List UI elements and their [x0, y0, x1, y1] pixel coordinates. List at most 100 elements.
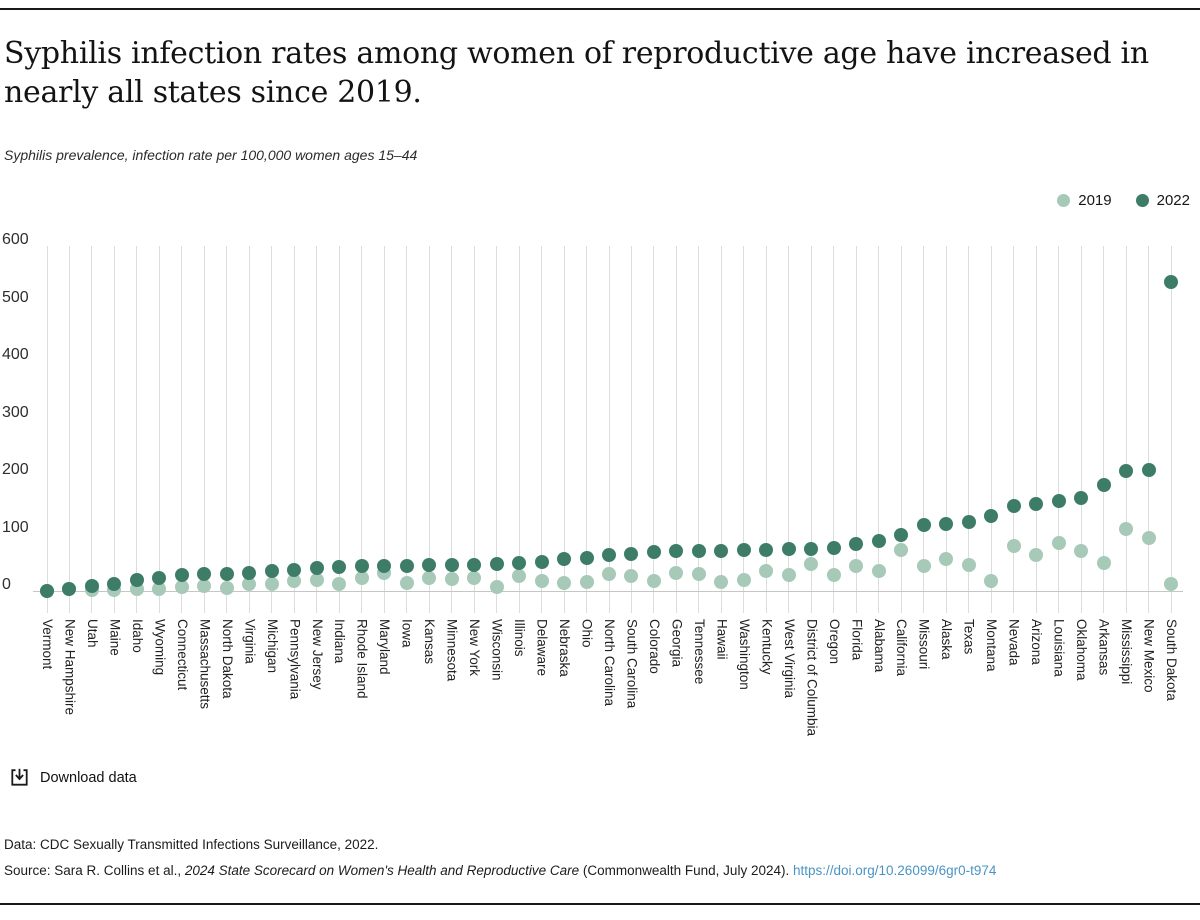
dot-2019-massachusetts — [197, 578, 212, 593]
dot-2019-rhode-island — [354, 570, 369, 585]
dot-2019-district-of-columbia — [804, 556, 819, 571]
dot-2022-colorado — [646, 545, 661, 560]
x-axis-label-missouri: Missouri — [916, 619, 932, 670]
dot-2022-north-carolina — [602, 548, 616, 563]
dot-2019-oklahoma — [1074, 543, 1089, 558]
gridline-montana — [990, 246, 992, 613]
dot-2019-wyoming — [152, 582, 167, 597]
dot-2019-california — [894, 542, 909, 557]
legend-label-2022: 2022 — [1156, 192, 1190, 209]
dot-2019-georgia — [669, 566, 684, 581]
source-note: Source: Sara R. Collins et al., 2024 Sta… — [4, 863, 996, 878]
dot-2022-new-mexico — [1141, 463, 1156, 478]
source-suffix: (Commonwealth Fund, July 2024). — [579, 863, 793, 878]
dot-2022-new-jersey — [309, 561, 324, 575]
download-data-button[interactable]: Download data — [8, 764, 139, 791]
gridline-iowa — [406, 246, 408, 613]
gridline-district-of-columbia — [810, 246, 812, 613]
title-line-2: nearly all states since 2019. — [4, 75, 422, 110]
dot-2019-louisiana — [1051, 536, 1066, 551]
legend: 2019 2022 — [1057, 192, 1190, 209]
dot-2019-minnesota — [444, 571, 459, 586]
x-axis-label-tennessee: Tennessee — [691, 619, 707, 685]
dot-2022-michigan — [264, 563, 279, 578]
dot-2022-arkansas — [1096, 477, 1111, 492]
dot-2022-california — [894, 527, 909, 542]
gridline-new-jersey — [316, 246, 318, 613]
dot-2022-tennessee — [691, 543, 706, 558]
legend-item-2022: 2022 — [1135, 192, 1190, 209]
gridline-oregon — [833, 246, 835, 613]
dot-2022-illinois — [512, 556, 527, 571]
gridline-wisconsin — [496, 246, 498, 613]
legend-item-2019: 2019 — [1057, 192, 1112, 209]
dot-2019-new-mexico — [1141, 531, 1156, 546]
x-axis-label-texas: Texas — [961, 619, 977, 655]
dot-2019-arkansas — [1096, 555, 1111, 570]
x-axis-label-district-of-columbia: District of Columbia — [804, 619, 820, 737]
top-rule — [0, 8, 1200, 10]
dot-2022-maine — [107, 576, 122, 591]
dot-2022-west-virginia — [781, 542, 796, 557]
x-axis-label-pennsylvania: Pennsylvania — [287, 619, 303, 700]
gridline-north-dakota — [226, 246, 228, 613]
gridline-texas — [968, 246, 970, 613]
dot-2022-arizona — [1029, 497, 1044, 512]
dot-2019-montana — [984, 574, 999, 589]
dot-2019-wisconsin — [489, 579, 504, 594]
dot-2022-district-of-columbia — [804, 542, 819, 557]
dot-2019-tennessee — [691, 567, 706, 582]
gridline-mississippi — [1125, 246, 1127, 613]
dot-2022-wisconsin — [489, 556, 504, 571]
dot-2022-minnesota — [444, 557, 459, 572]
gridline-colorado — [653, 246, 655, 613]
gridline-new-hampshire — [68, 246, 70, 613]
dot-2019-west-virginia — [781, 567, 796, 582]
y-axis-tick-400: 400 — [2, 346, 29, 363]
y-axis-tick-200: 200 — [2, 461, 29, 478]
dot-2022-iowa — [399, 558, 414, 573]
x-axis-label-mississippi: Mississippi — [1119, 619, 1135, 685]
download-label: Download data — [40, 769, 137, 786]
x-axis-label-utah: Utah — [84, 619, 100, 648]
x-axis-label-alabama: Alabama — [871, 619, 887, 673]
doi-link[interactable]: https://doi.org/10.26099/6gr0-t974 — [792, 863, 997, 878]
gridline-new-mexico — [1148, 246, 1150, 613]
dot-2019-north-carolina — [602, 567, 616, 582]
dot-2022-idaho — [129, 572, 144, 587]
dot-2019-oregon — [826, 567, 841, 582]
gridline-rhode-island — [361, 246, 363, 613]
x-axis-label-connecticut: Connecticut — [174, 619, 190, 691]
dot-2019-kansas — [422, 571, 437, 586]
dot-2022-oklahoma — [1074, 490, 1089, 505]
gridline-maryland — [383, 246, 385, 613]
x-axis-label-florida: Florida — [849, 619, 865, 661]
legend-swatch-2019-icon — [1057, 194, 1071, 207]
dot-2022-south-carolina — [624, 546, 639, 561]
dot-2019-south-carolina — [624, 569, 639, 584]
dot-2022-ohio — [579, 551, 594, 566]
gridline-utah — [91, 246, 93, 613]
x-axis-label-north-carolina: North Carolina — [602, 619, 617, 707]
x-axis-label-colorado: Colorado — [646, 619, 662, 674]
gridline-california — [900, 246, 902, 613]
x-axis-label-west-virginia: West Virginia — [781, 619, 797, 699]
dot-2019-illinois — [512, 569, 527, 584]
x-axis-label-ohio: Ohio — [579, 619, 595, 648]
x-axis-label-nebraska: Nebraska — [557, 619, 573, 677]
y-axis-tick-300: 300 — [2, 403, 29, 421]
x-axis-label-hawaii: Hawaii — [714, 619, 730, 660]
gridline-florida — [855, 246, 857, 613]
dot-2019-missouri — [916, 559, 931, 574]
dot-2019-alaska — [939, 551, 954, 566]
dot-2022-connecticut — [174, 568, 189, 583]
x-axis-label-wisconsin: Wisconsin — [489, 619, 505, 681]
gridline-alabama — [878, 246, 880, 613]
gridline-louisiana — [1058, 246, 1060, 613]
x-axis-label-new-york: New York — [467, 619, 483, 677]
x-axis-label-new-hampshire: New Hampshire — [62, 619, 78, 716]
bottom-rule — [0, 903, 1200, 905]
gridline-virginia — [248, 246, 250, 613]
x-axis-label-louisiana: Louisiana — [1051, 619, 1067, 677]
